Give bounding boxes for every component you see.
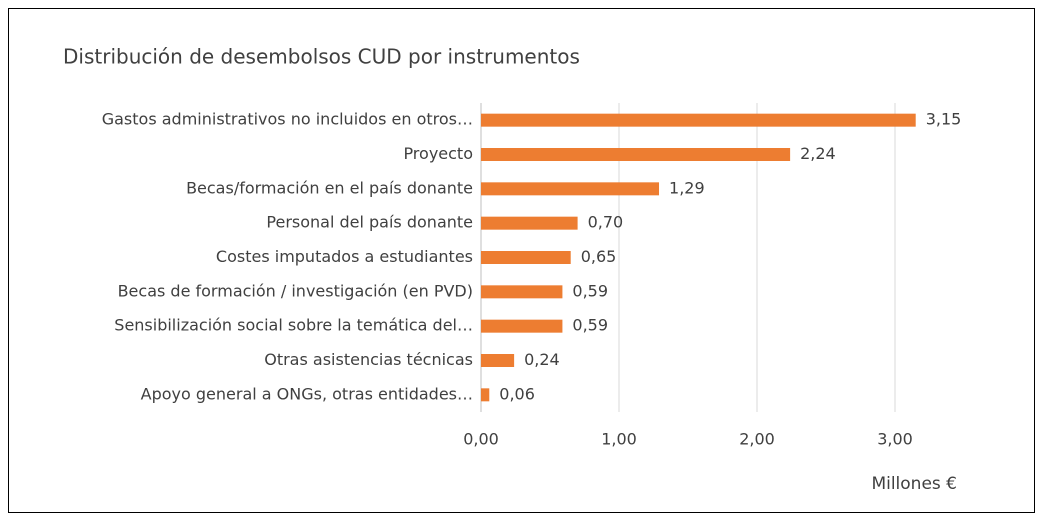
x-tick-label: 0,00: [463, 430, 499, 449]
y-tick-label: Gastos administrativos no incluidos en o…: [102, 110, 473, 129]
data-label: 0,24: [524, 350, 560, 369]
data-label: 0,65: [581, 247, 617, 266]
bar: [481, 216, 578, 230]
bar: [481, 354, 515, 367]
x-axis-label: Millones €: [871, 474, 957, 494]
bar: [481, 388, 490, 402]
chart-title: Distribución de desembolsos CUD por inst…: [63, 45, 580, 69]
x-tick-label: 3,00: [877, 430, 913, 449]
x-tick-label: 2,00: [739, 430, 775, 449]
y-tick-label: Becas de formación / investigación (en P…: [118, 281, 473, 300]
data-label: 0,59: [572, 281, 608, 300]
y-tick-label: Personal del país donante: [266, 213, 473, 232]
data-label: 3,15: [926, 110, 962, 129]
y-tick-label: Becas/formación en el país donante: [186, 178, 473, 197]
y-tick-label: Proyecto: [403, 144, 473, 163]
data-label: 0,70: [588, 213, 624, 232]
data-label: 0,59: [572, 316, 608, 335]
data-label: 1,29: [669, 178, 705, 197]
bar: [481, 319, 563, 333]
y-tick-label: Apoyo general a ONGs, otras entidades…: [141, 384, 473, 403]
data-label: 0,06: [499, 384, 535, 403]
data-label: 2,24: [800, 144, 836, 163]
bar: [481, 148, 791, 161]
y-tick-label: Costes imputados a estudiantes: [216, 247, 473, 266]
bar: [481, 251, 571, 264]
bar: [481, 285, 563, 299]
bar: [481, 113, 916, 127]
y-tick-label: Otras asistencias técnicas: [264, 350, 473, 369]
y-tick-label: Sensibilización social sobre la temática…: [114, 316, 473, 335]
x-tick-label: 1,00: [601, 430, 637, 449]
bar: [481, 182, 660, 196]
